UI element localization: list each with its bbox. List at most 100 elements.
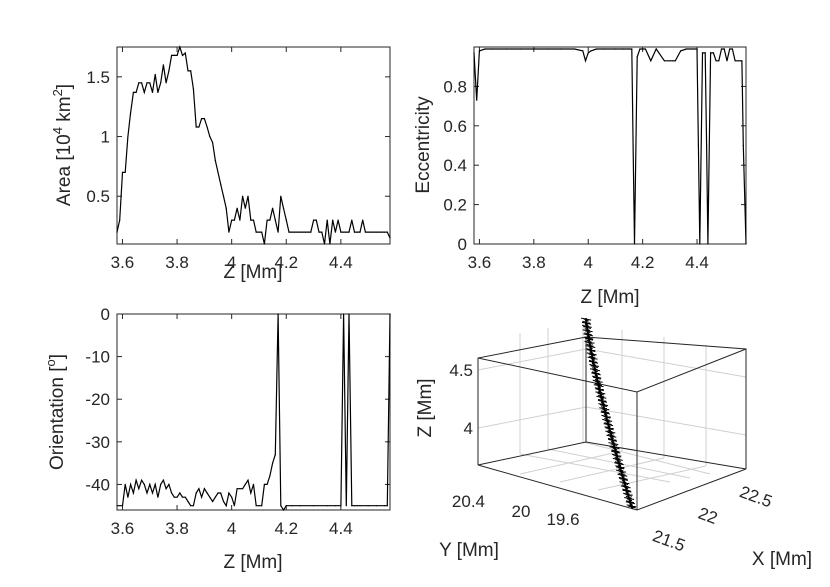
orientation-data-point — [138, 488, 140, 490]
area-y-tick-label: 1.5 — [86, 68, 110, 87]
orientation-data-point — [291, 505, 293, 507]
orientation-axes-box — [116, 313, 391, 511]
area-x-tick-label: 4.2 — [274, 253, 298, 272]
orientation-y-tick-label: 0 — [101, 305, 110, 324]
area-x-label: Z [Mm] — [223, 262, 282, 283]
orientation-data-point — [184, 496, 186, 498]
area-data-point — [143, 91, 145, 93]
orientation-data-point — [269, 475, 271, 477]
orientation-x-tick-label: 4.4 — [329, 519, 353, 538]
area-data-point — [116, 231, 118, 233]
y-tick-label-19.6: 19.6 — [546, 510, 579, 529]
eccentricity-data-point — [669, 60, 671, 62]
area-data-point — [119, 219, 121, 221]
orientation-y-ticks: 0 -10 -20 -30 -40 — [85, 305, 390, 494]
eccentricity-data-point — [533, 48, 535, 50]
eccentricity-data-point — [639, 48, 641, 50]
orientation-data-point — [367, 505, 369, 507]
eccentricity-data-point — [745, 243, 747, 245]
area-data-point — [231, 219, 233, 221]
area-data-point — [255, 231, 257, 233]
area-y-label: Area [104 km2] — [50, 84, 75, 206]
eccentricity-data-point — [742, 144, 744, 147]
area-data-point — [285, 219, 287, 221]
orientation-data-point — [340, 505, 342, 507]
orientation-data-point — [151, 492, 154, 494]
orientation-data-point — [247, 479, 249, 481]
eccentricity-data-point — [715, 60, 717, 62]
area-data-point — [247, 195, 249, 197]
area-data-point — [266, 219, 268, 221]
area-series-line — [116, 45, 391, 245]
eccentricity-data-point — [731, 48, 734, 50]
eccentricity-data-point — [691, 48, 693, 50]
eccentricity-data-point — [720, 48, 723, 50]
eccentricity-data-point — [740, 60, 742, 62]
area-data-point — [214, 159, 216, 161]
orientation-data-point — [389, 313, 391, 315]
orientation-y-label-part-2: ] — [47, 354, 68, 359]
area-y-label-part-3: ] — [54, 84, 75, 89]
orientation-data-point — [198, 488, 200, 490]
area-data-point — [323, 243, 326, 245]
orientation-data-point — [217, 492, 219, 494]
area-y-label-exp-2: 2 — [50, 89, 65, 96]
orientation-data-point — [187, 500, 189, 503]
area-data-point — [378, 231, 380, 233]
eccentricity-data-point — [614, 48, 617, 50]
area-data-point — [291, 231, 293, 233]
orientation-data-point — [351, 505, 353, 507]
eccentricity-data-point — [590, 50, 592, 52]
orientation-data-point — [250, 492, 252, 494]
orientation-series-line — [117, 313, 391, 512]
area-data-point — [272, 207, 274, 209]
eccentricity-data-point — [484, 48, 486, 50]
eccentricity-data-point — [706, 144, 708, 147]
area-data-point — [386, 231, 388, 233]
area-data-point — [288, 231, 290, 233]
eccentricity-data-point — [655, 48, 657, 50]
orientation-data-point — [220, 492, 222, 494]
eccentricity-data-point — [644, 48, 647, 50]
area-data-point — [228, 231, 230, 233]
eccentricity-data-point — [506, 48, 508, 50]
area-data-point — [345, 231, 347, 233]
area-data-point — [206, 126, 208, 128]
orientation-data-point — [179, 492, 181, 494]
orientation-data-point — [252, 483, 255, 485]
area-data-point — [121, 171, 124, 173]
eccentricity-x-tick-label: 4.2 — [631, 253, 655, 272]
orientation-data-point — [359, 505, 361, 507]
area-data-point — [184, 52, 186, 54]
orientation-x-ticks: 3.6 3.8 4 4.2 4.4 — [111, 314, 353, 538]
orientation-data-point — [228, 492, 230, 494]
orientation-data-point — [192, 505, 194, 507]
orientation-data-point — [261, 505, 263, 507]
area-x-tick-label: 3.8 — [165, 253, 189, 272]
x-tick-label-21.5: 21.5 — [650, 526, 688, 555]
orientation-y-label-part-1: Orientation [ — [47, 366, 68, 470]
orientation-data-point — [176, 496, 178, 498]
orientation-data-point — [135, 479, 137, 481]
eccentricity-data-point — [737, 60, 739, 62]
area-data-point — [381, 231, 383, 233]
eccentricity-data-point — [672, 60, 674, 62]
area-x-tick-label: 4 — [227, 253, 236, 272]
eccentricity-data-point — [492, 48, 494, 50]
area-data-point — [375, 231, 377, 233]
area-data-point — [171, 54, 173, 57]
area-data-point — [141, 82, 143, 84]
area-y-label-part-1: Area [10 — [54, 134, 75, 206]
area-axes-box — [116, 46, 391, 245]
area-data-point — [203, 118, 205, 120]
orientation-data-point — [242, 488, 244, 490]
area-data-point — [168, 70, 170, 72]
orientation-data-point — [345, 505, 347, 507]
area-y-label-part-2: km — [54, 96, 75, 127]
eccentricity-data-point — [718, 60, 720, 62]
area-data-point — [353, 231, 356, 233]
orientation-data-point — [272, 462, 274, 464]
eccentricity-data-point — [697, 144, 700, 147]
area-data-point — [351, 219, 353, 221]
